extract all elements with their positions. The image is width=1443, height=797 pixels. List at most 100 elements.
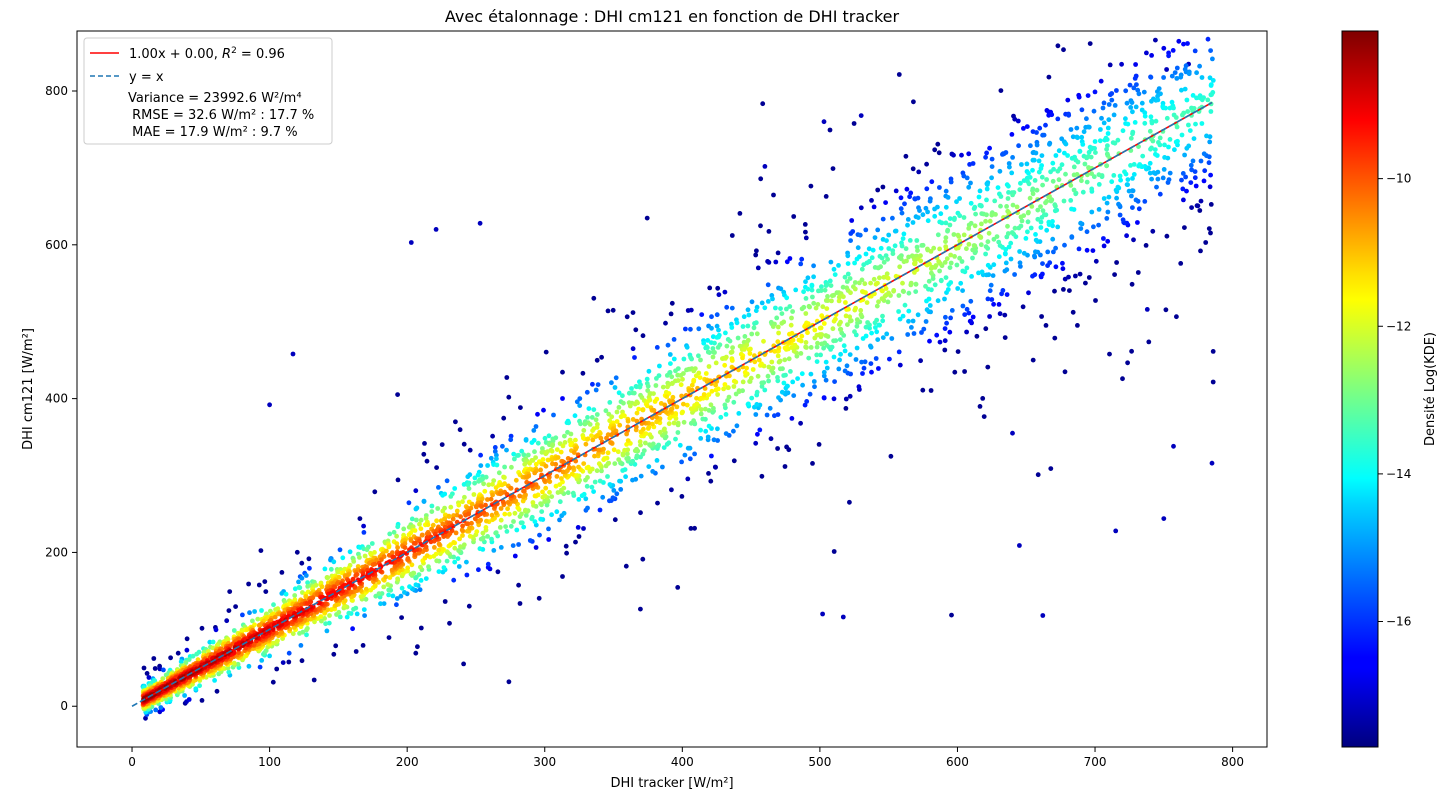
scatter-point [979,269,985,275]
scatter-point [914,238,920,243]
scatter-point [1127,82,1133,88]
scatter-point [506,679,512,685]
scatter-point [1070,309,1076,315]
scatter-point [1180,186,1186,192]
scatter-point [1004,204,1009,209]
y-tick-label: 600 [45,238,68,252]
scatter-point [410,524,416,530]
scatter-point [558,449,564,455]
scatter-point [1144,50,1149,56]
scatter-point [292,593,298,598]
scatter-point [168,655,174,661]
scatter-point [1041,132,1047,138]
scatter-point [823,283,829,288]
scatter-point [603,408,609,414]
scatter-point [730,345,735,350]
scatter-point [832,272,838,277]
scatter-point [1169,99,1175,105]
scatter-point [1087,41,1093,46]
scatter-point [673,436,678,442]
scatter-point [146,675,152,680]
scatter-point [905,332,911,337]
scatter-point [1107,62,1113,68]
scatter-point [1093,298,1098,303]
scatter-point [838,351,843,357]
scatter-point [754,248,759,254]
scatter-point [775,324,781,330]
scatter-point [280,660,286,665]
scatter-point [858,312,864,318]
scatter-point [1053,245,1058,251]
scatter-point [669,487,674,493]
scatter-point [1084,229,1090,235]
scatter-point [527,460,532,466]
scatter-point [818,352,823,358]
scatter-point [479,504,484,509]
scatter-point [986,230,992,236]
scatter-point [519,448,525,454]
scatter-point [275,606,281,612]
scatter-point [983,244,989,250]
scatter-point [808,183,814,189]
scatter-point [435,506,441,511]
scatter-point [913,281,919,287]
scatter-point [1025,219,1031,225]
scatter-point [231,628,237,633]
scatter-point [873,325,878,330]
scatter-point [542,493,548,499]
scatter-point [540,446,545,451]
scatter-point [616,457,622,462]
scatter-point [875,187,881,193]
scatter-point [1093,258,1099,264]
scatter-point [667,352,673,357]
scatter-point [1183,63,1189,69]
scatter-point [716,334,721,340]
scatter-point [557,517,562,523]
scatter-point [448,504,454,510]
scatter-point [970,314,976,320]
scatter-point [1080,142,1086,147]
scatter-point [928,249,934,254]
scatter-point [532,470,538,476]
scatter-point [1117,212,1123,218]
scatter-point [353,573,359,578]
scatter-point [754,402,760,407]
scatter-point [1096,172,1102,178]
scatter-point [1124,233,1129,239]
scatter-point [775,353,781,359]
scatter-point [972,223,978,229]
scatter-point [1107,92,1113,98]
scatter-point [624,431,629,437]
scatter-point [955,286,961,291]
scatter-point [638,510,643,516]
scatter-point [144,671,150,676]
scatter-point [267,653,272,659]
scatter-point [298,643,304,648]
scatter-point [595,382,601,387]
scatter-point [787,256,793,261]
scatter-point [182,693,188,698]
scatter-point [945,287,951,292]
scatter-point [516,452,521,458]
scatter-point [299,560,305,566]
scatter-point [489,536,494,542]
scatter-point [361,523,366,529]
scatter-point [395,524,401,530]
scatter-point [322,566,328,572]
scatter-point [532,493,538,499]
scatter-point [1120,217,1126,223]
scatter-point [918,358,923,364]
scatter-point [848,290,853,296]
scatter-point [937,246,942,252]
scatter-point [880,216,886,222]
scatter-point [651,408,657,413]
scatter-point [671,337,677,342]
scatter-point [727,338,733,344]
scatter-point [571,450,577,455]
scatter-point [942,338,948,344]
scatter-point [878,245,884,251]
scatter-point [1199,121,1205,126]
scatter-point [1093,150,1098,156]
colorbar-tick-label: −10 [1386,172,1411,186]
scatter-point [433,227,439,232]
